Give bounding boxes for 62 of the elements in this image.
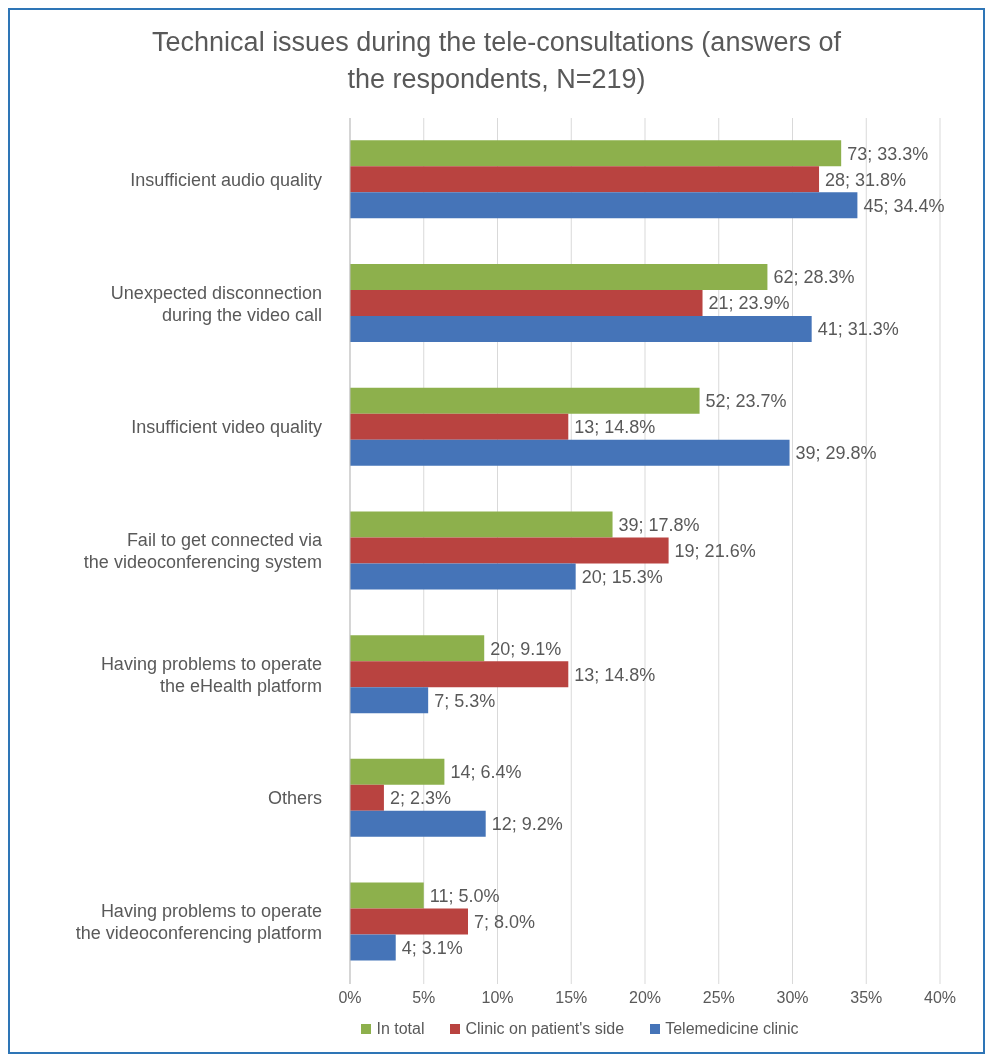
x-tick-label: 5% <box>412 989 436 1007</box>
data-label: 20; 15.3% <box>581 566 663 587</box>
bar <box>350 166 820 193</box>
legend-label: Telemedicine clinic <box>664 1020 799 1038</box>
bar <box>350 635 485 662</box>
x-tick-label: 0% <box>338 989 362 1007</box>
data-label: 7; 5.3% <box>434 690 496 711</box>
bar <box>350 537 669 564</box>
bar <box>350 661 569 688</box>
y-tick-label: Unexpected disconnection during the video call <box>110 282 322 325</box>
x-tick-label: 35% <box>850 989 883 1007</box>
bar <box>350 439 790 466</box>
x-tick-label: 20% <box>628 989 662 1007</box>
legend-label: In total <box>375 1020 425 1038</box>
data-label: 45; 34.4% <box>863 195 945 216</box>
bar <box>350 511 613 538</box>
x-tick-label: 40% <box>923 989 957 1007</box>
y-tick-label: Insufficient video quality <box>131 417 322 438</box>
data-label: 73; 33.3% <box>847 143 929 164</box>
bar <box>350 289 703 316</box>
data-label: 28; 31.8% <box>825 169 907 190</box>
bar <box>350 387 700 414</box>
data-label: 12; 9.2% <box>491 814 563 835</box>
bar <box>350 758 445 785</box>
x-tick-label: 30% <box>776 989 809 1007</box>
data-label: 11; 5.0% <box>429 885 500 906</box>
y-tick-label: Having problems to operate the videoconferencing platform <box>75 901 322 944</box>
data-label: 2; 2.3% <box>389 788 451 809</box>
y-tick-label: Others <box>267 788 322 809</box>
bar <box>350 908 468 935</box>
y-tick-label: Insufficient audio quality <box>130 169 322 190</box>
data-label: 4; 3.1% <box>401 937 463 958</box>
bar <box>350 810 486 837</box>
data-label: 14; 6.4% <box>450 762 522 783</box>
data-label: 39; 17.8% <box>618 514 700 535</box>
bar <box>350 192 858 219</box>
y-tick-label: Having problems to operate the eHealth platform <box>100 653 322 696</box>
bar <box>350 882 424 909</box>
bar <box>350 784 384 811</box>
bar <box>350 413 569 440</box>
x-tick-label: 10% <box>481 989 514 1007</box>
data-label: 19; 21.6% <box>674 540 756 561</box>
data-label: 13; 14.8% <box>574 664 656 685</box>
bar <box>350 934 396 961</box>
bar <box>350 315 812 342</box>
data-label: 20; 9.1% <box>490 638 562 659</box>
chart-title: Technical issues during the tele-consultations (answers of the respondents, N=219) <box>151 26 842 96</box>
data-label: 7; 8.0% <box>474 911 536 932</box>
data-label: 39; 29.8% <box>795 443 877 464</box>
bar <box>350 263 768 290</box>
data-label: 21; 23.9% <box>708 293 790 314</box>
legend-label: Clinic on patient's side <box>464 1020 625 1038</box>
bar <box>350 563 576 590</box>
data-label: 13; 14.8% <box>574 417 656 438</box>
data-label: 41; 31.3% <box>817 319 899 340</box>
y-tick-label: Fail to get connected via the videoconferencing system <box>83 530 323 572</box>
x-tick-label: 25% <box>702 989 735 1007</box>
data-label: 62; 28.3% <box>773 267 855 288</box>
bar <box>350 140 842 167</box>
x-tick-label: 15% <box>555 989 588 1007</box>
bar <box>350 687 429 714</box>
data-label: 52; 23.7% <box>705 391 787 412</box>
